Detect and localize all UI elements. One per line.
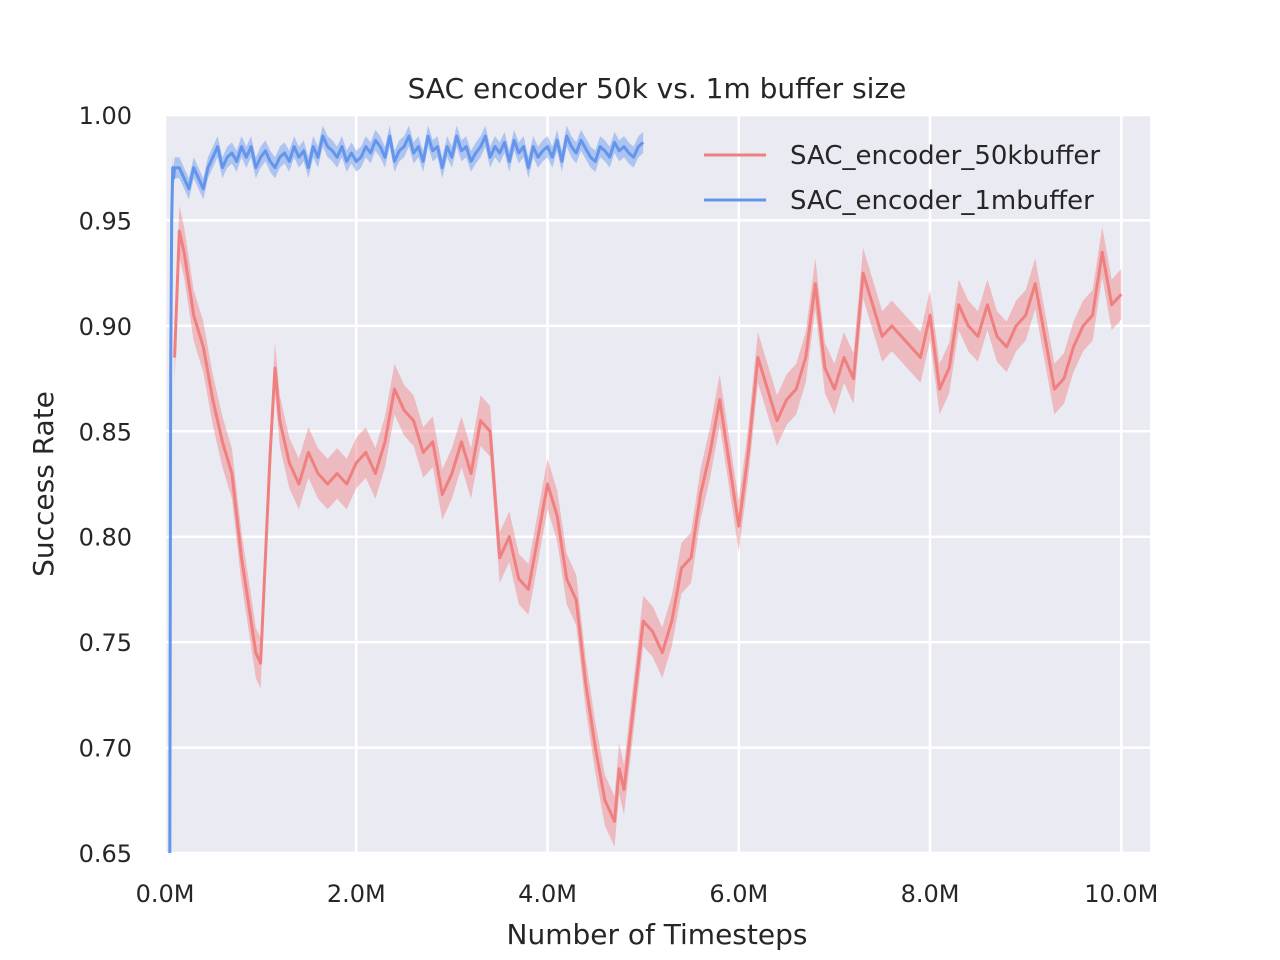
y-tick-label: 0.65 [79, 840, 132, 868]
y-tick-label: 0.75 [79, 629, 132, 657]
y-tick-label: 0.90 [79, 313, 132, 341]
x-tick-label: 0.0M [136, 880, 195, 908]
y-axis-title: Success Rate [27, 391, 60, 577]
y-tick-label: 0.80 [79, 524, 132, 552]
y-tick-label: 0.85 [79, 418, 132, 446]
y-tick-label: 0.95 [79, 207, 132, 235]
y-tick-label: 1.00 [79, 102, 132, 130]
series-line-1 [168, 134, 645, 854]
chart-title: SAC encoder 50k vs. 1m buffer size [408, 72, 907, 105]
y-tick-label: 0.70 [79, 735, 132, 763]
x-tick-label: 4.0M [518, 880, 577, 908]
x-tick-label: 10.0M [1084, 880, 1158, 908]
x-tick-label: 6.0M [709, 880, 768, 908]
y-axis-ticks: 0.65 0.70 0.75 0.80 0.85 0.90 0.95 1.00 [79, 102, 132, 868]
series-lines [168, 134, 1123, 854]
legend: SAC_encoder_50kbuffer SAC_encoder_1mbuff… [704, 141, 1100, 216]
x-axis-title: Number of Timesteps [507, 918, 808, 951]
series-line-0 [173, 229, 1123, 823]
x-tick-label: 2.0M [327, 880, 386, 908]
x-axis-ticks: 0.0M 2.0M 4.0M 6.0M 8.0M 10.0M [136, 880, 1159, 908]
legend-label-1mbuffer: SAC_encoder_1mbuffer [790, 186, 1094, 216]
x-tick-label: 8.0M [901, 880, 960, 908]
legend-label-50kbuffer: SAC_encoder_50kbuffer [790, 141, 1100, 171]
